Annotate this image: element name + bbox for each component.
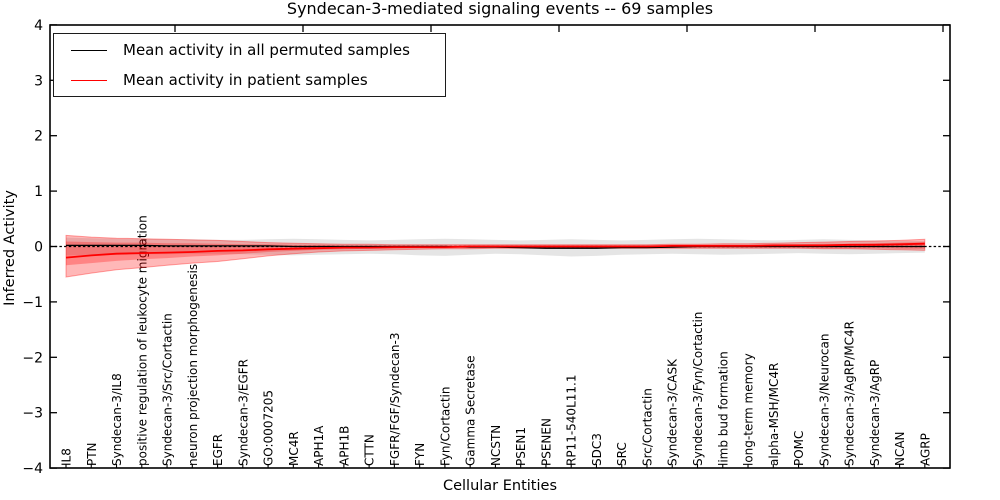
x-tick-label: Syndecan-3/AgRP/MC4R [843, 321, 857, 466]
patient-band-inner [66, 241, 925, 266]
permuted-line-sample [71, 49, 107, 51]
x-tick-label: Src/Cortactin [640, 388, 654, 466]
x-tick-label: Syndecan-3/CASK [666, 358, 680, 466]
x-tick-label: APH1A [312, 425, 326, 466]
x-tick-label: SRC [615, 442, 629, 466]
y-tick-label: −1 [22, 295, 43, 311]
x-tick-label: Gamma Secretase [464, 355, 478, 466]
x-tick-label: limb bud formation [716, 351, 730, 466]
x-tick-label: IL8 [60, 448, 74, 466]
x-tick-label: GO:0007205 [262, 390, 276, 466]
y-tick-label: 0 [34, 240, 43, 256]
x-tick-label: Syndecan-3/EGFR [236, 359, 250, 466]
legend-entry-permuted: Mean activity in all permuted samples [54, 38, 445, 62]
legend-entry-patient: Mean activity in patient samples [54, 68, 445, 92]
x-tick-label: FYN [413, 443, 427, 466]
x-tick-label: long-term memory [742, 353, 756, 466]
y-tick-label: 4 [34, 18, 43, 34]
x-tick-label: alpha-MSH/MC4R [767, 363, 781, 466]
x-tick-label: Syndecan-3/Src/Cortactin [161, 313, 175, 466]
x-tick-label: NCAN [893, 431, 907, 466]
x-tick-label: Syndecan-3/IL8 [110, 373, 124, 466]
y-tick-label: −4 [22, 461, 43, 477]
x-tick-label: APH1B [337, 426, 351, 466]
x-tick-label: PSEN1 [514, 427, 528, 466]
x-tick-label: PTN [85, 442, 99, 466]
y-tick-label: 2 [34, 129, 43, 145]
x-tick-label: RP11-540L11.1 [565, 375, 579, 466]
y-tick-label: −2 [22, 350, 43, 366]
x-tick-label: NCSTN [489, 425, 503, 466]
chart-title: Syndecan-3-mediated signaling events -- … [286, 0, 714, 18]
x-axis-label: Cellular Entities [442, 478, 558, 494]
patient-line-sample [71, 79, 107, 81]
x-tick-label: CTTN [363, 434, 377, 466]
y-tick-label: 1 [34, 184, 43, 200]
legend-label-patient: Mean activity in patient samples [123, 71, 368, 89]
x-tick-label: Fyn/Cortactin [438, 386, 452, 466]
x-tick-label: POMC [792, 431, 806, 466]
x-tick-label: PSENEN [539, 418, 553, 466]
x-tick-label: positive regulation of leukocyte migrati… [135, 215, 149, 466]
legend: Mean activity in all permuted samples Me… [53, 33, 446, 97]
patient-mean-line [65, 242, 925, 259]
legend-label-permuted: Mean activity in all permuted samples [123, 41, 410, 59]
y-axis-label: Inferred Activity [2, 190, 18, 306]
x-tick-label: FGFR/FGF/Syndecan-3 [388, 333, 402, 466]
x-tick-label: AGRP [918, 433, 932, 466]
x-tick-label: Syndecan-3/Fyn/Cortactin [691, 312, 705, 466]
y-tick-label: −3 [22, 406, 43, 422]
x-tick-label: SDC3 [590, 433, 604, 466]
y-tick-label: 3 [34, 73, 43, 89]
x-tick-label: Syndecan-3/AgRP [868, 360, 882, 466]
x-tick-label: MC4R [287, 431, 301, 466]
x-tick-label: Syndecan-3/Neurocan [817, 334, 831, 466]
x-tick-label: neuron projection morphogenesis [186, 264, 200, 466]
x-tick-label: EGFR [211, 434, 225, 466]
